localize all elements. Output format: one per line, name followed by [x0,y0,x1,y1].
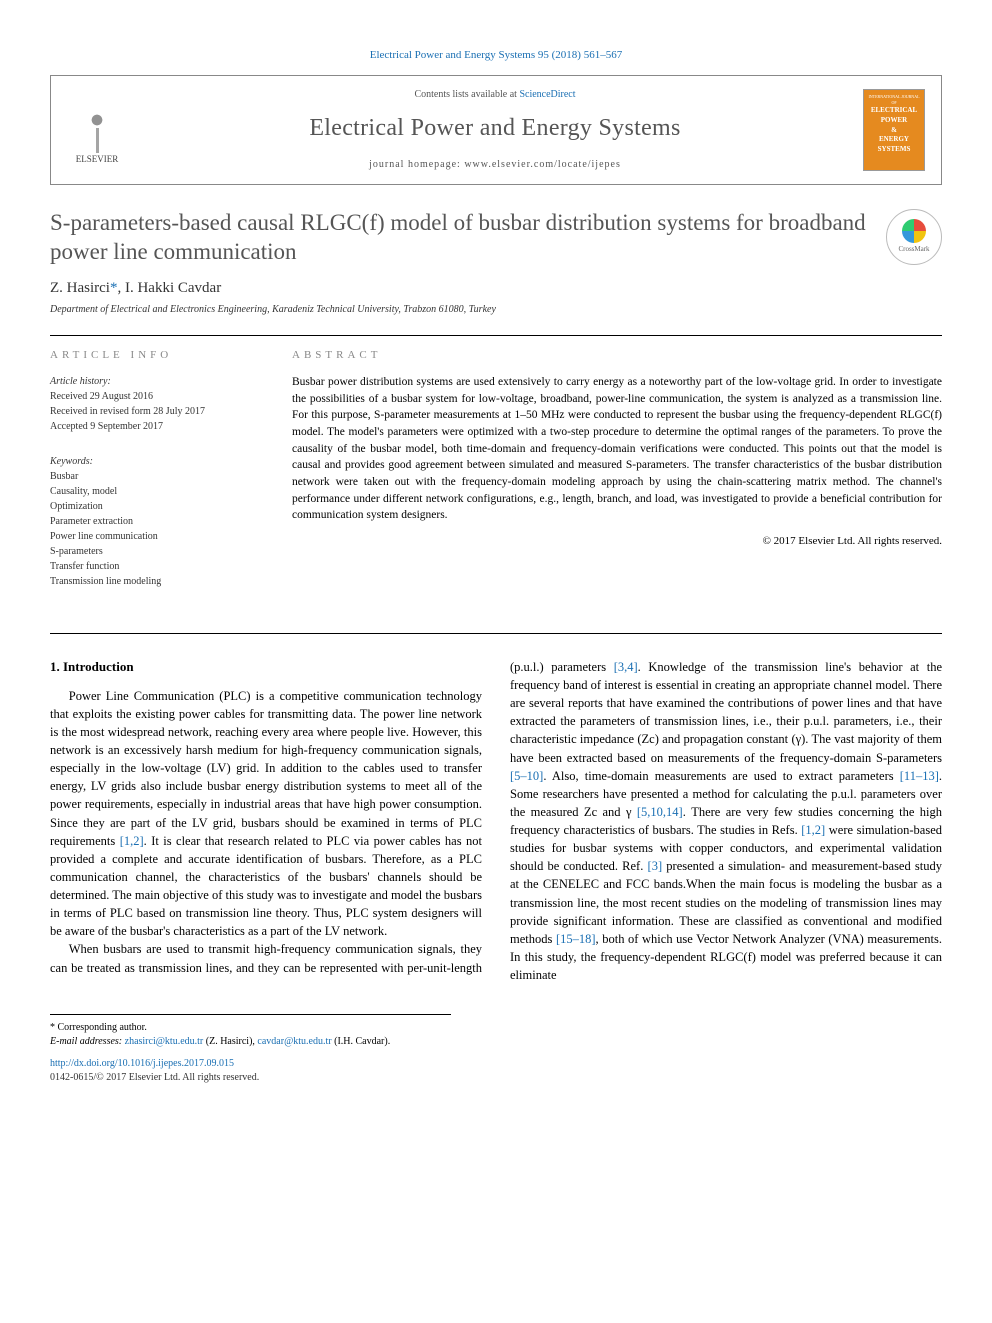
contents-prefix: Contents lists available at [414,89,519,100]
divider-top [50,335,942,336]
p2c: . Also, time-domain measurements are use… [543,769,899,783]
p1b: . It is clear that research related to P… [50,834,482,939]
email-label: E-mail addresses: [50,1036,125,1047]
cite-link[interactable]: [5–10] [510,769,543,783]
cite-link[interactable]: [15–18] [556,932,596,946]
keyword: Optimization [50,499,260,514]
cover-l1: ELECTRICAL [868,107,920,115]
sciencedirect-link[interactable]: ScienceDirect [519,89,575,100]
email-line: E-mail addresses: zhasirci@ktu.edu.tr (Z… [50,1035,451,1049]
cover-top: INTERNATIONAL JOURNAL OF [868,94,920,105]
keywords-label: Keywords: [50,454,260,469]
keyword: Transfer function [50,559,260,574]
article-info-col: ARTICLE INFO Article history: Received 2… [50,348,260,608]
keyword: Parameter extraction [50,514,260,529]
cover-amp: & [868,127,920,135]
cover-l4: SYSTEMS [868,146,920,154]
abstract-heading: ABSTRACT [292,348,942,363]
divider-bottom [50,633,942,634]
doi-link[interactable]: http://dx.doi.org/10.1016/j.ijepes.2017.… [50,1057,451,1071]
email-2-link[interactable]: cavdar@ktu.edu.tr [257,1036,331,1047]
p2b: . Knowledge of the transmission line's b… [510,660,942,765]
cover-l2: POWER [868,117,920,125]
cover-l3: ENERGY [868,136,920,144]
article-info-heading: ARTICLE INFO [50,348,260,363]
email-2-who: (I.H. Cavdar). [332,1036,391,1047]
cite-link[interactable]: [5,10,14] [637,805,683,819]
authors-line: Z. Hasirci*, I. Hakki Cavdar [50,278,942,299]
rights-line: 0142-0615/© 2017 Elsevier Ltd. All right… [50,1071,451,1085]
abstract-col: ABSTRACT Busbar power distribution syste… [292,348,942,608]
contents-line: Contents lists available at ScienceDirec… [147,88,843,102]
crossmark-icon [902,219,926,243]
elsevier-tree-icon [77,108,117,153]
author-1: Z. Hasirci [50,280,110,296]
crossmark-label: CrossMark [898,245,929,255]
elsevier-label: ELSEVIER [76,153,119,166]
cite-link[interactable]: [1,2] [801,823,825,837]
email-1-link[interactable]: zhasirci@ktu.edu.tr [125,1036,204,1047]
history-received: Received 29 August 2016 [50,389,260,404]
history-label: Article history: [50,374,260,389]
section-1-heading: 1. Introduction [50,658,482,677]
history-accepted: Accepted 9 September 2017 [50,419,260,434]
keyword: Transmission line modeling [50,574,260,589]
paper-title: S-parameters-based causal RLGC(f) model … [50,209,866,267]
homepage-prefix: journal homepage: [369,159,464,170]
info-abstract-row: ARTICLE INFO Article history: Received 2… [50,348,942,608]
author-2: I. Hakki Cavdar [125,280,221,296]
header-middle: Contents lists available at ScienceDirec… [127,88,863,172]
keyword: Causality, model [50,484,260,499]
journal-cover-thumb: INTERNATIONAL JOURNAL OF ELECTRICAL POWE… [863,89,925,171]
homepage-url[interactable]: www.elsevier.com/locate/ijepes [464,159,621,170]
p1a: Power Line Communication (PLC) is a comp… [50,689,482,848]
cite-link[interactable]: [3,4] [614,660,638,674]
body-columns: 1. Introduction Power Line Communication… [50,658,942,984]
page-container: Electrical Power and Energy Systems 95 (… [0,0,992,1125]
title-row: S-parameters-based causal RLGC(f) model … [50,209,942,267]
keywords-block: Keywords: Busbar Causality, model Optimi… [50,454,260,589]
author-sep: , [117,280,125,296]
journal-name: Electrical Power and Energy Systems [147,112,843,146]
abstract-copyright: © 2017 Elsevier Ltd. All rights reserved… [292,534,942,549]
cite-link[interactable]: [1,2] [120,834,144,848]
email-1-who: (Z. Hasirci), [203,1036,257,1047]
citation-line: Electrical Power and Energy Systems 95 (… [50,40,942,75]
footer-block: * Corresponding author. E-mail addresses… [50,1014,451,1085]
cite-link[interactable]: [3] [648,859,663,873]
cite-link[interactable]: [11–13] [900,769,939,783]
crossmark-badge[interactable]: CrossMark [886,209,942,265]
keyword: S-parameters [50,544,260,559]
body-p1: Power Line Communication (PLC) is a comp… [50,687,482,941]
keyword: Busbar [50,469,260,484]
keyword: Power line communication [50,529,260,544]
affiliation: Department of Electrical and Electronics… [50,303,942,317]
homepage-line: journal homepage: www.elsevier.com/locat… [147,158,843,172]
abstract-text: Busbar power distribution systems are us… [292,374,942,524]
history-revised: Received in revised form 28 July 2017 [50,404,260,419]
corresponding-note: * Corresponding author. [50,1021,451,1035]
history-block: Article history: Received 29 August 2016… [50,374,260,434]
elsevier-logo: ELSEVIER [67,95,127,165]
journal-header-box: ELSEVIER Contents lists available at Sci… [50,75,942,185]
